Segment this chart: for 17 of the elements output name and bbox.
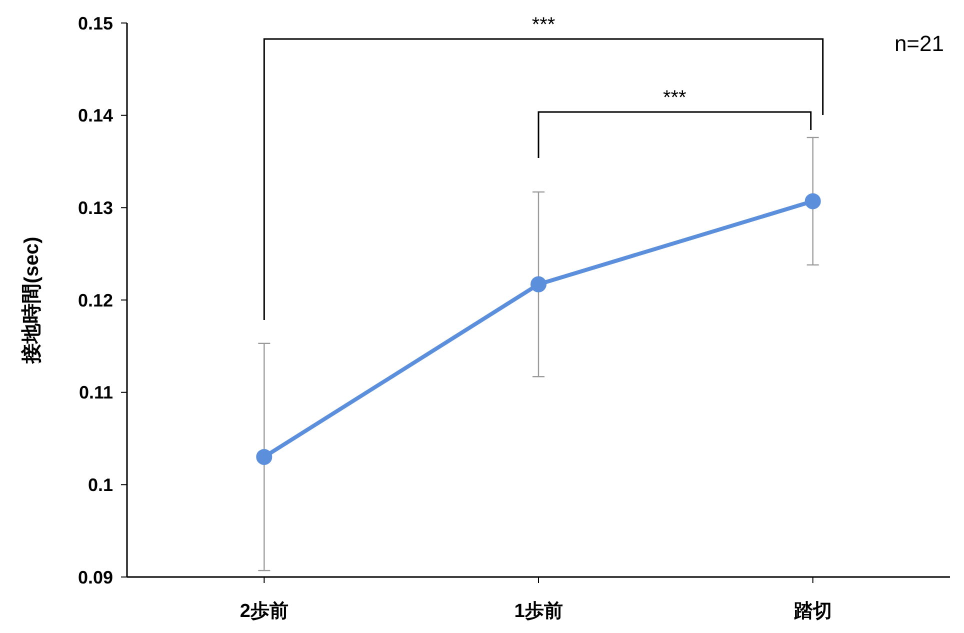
point [256,448,272,465]
x-tick-label: 踏切 [792,600,832,622]
point [530,276,546,292]
y-tick-label: 0.09 [78,567,113,588]
point [804,193,821,210]
annotation: *** [662,87,687,109]
y-tick-label: 0.12 [78,290,113,310]
y-tick-label: 0.13 [78,198,113,218]
y-tick-label: 0.14 [78,106,113,126]
y-axis-title: 接地時間(sec) [20,236,43,364]
annotation: n=21 [894,31,944,56]
y-tick-label: 0.1 [88,474,113,495]
y-tick-label: 0.15 [78,13,113,34]
x-tick-label: 2歩前 [240,600,288,622]
x-tick-label: 1歩前 [514,600,563,622]
annotation: *** [532,14,556,36]
y-tick-label: 0.11 [78,382,113,403]
